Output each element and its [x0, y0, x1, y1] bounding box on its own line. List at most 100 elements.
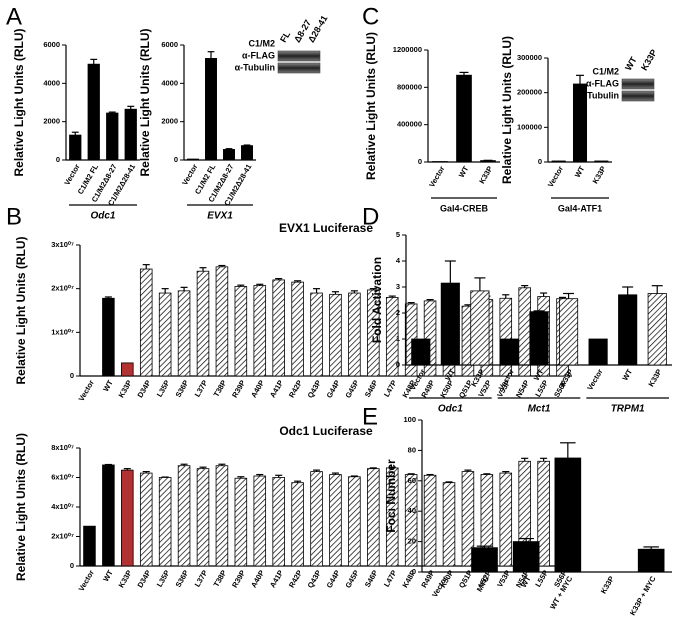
y-tick-label: 400000: [397, 120, 422, 129]
bar: [385, 467, 399, 567]
y-tick-label: 20: [408, 537, 416, 546]
x-tick-label: K33P: [591, 164, 608, 185]
bar: [456, 74, 472, 163]
group-label: Gal4-ATF1: [558, 203, 602, 213]
x-tick-label: Vector: [77, 568, 96, 592]
bar: [551, 160, 566, 163]
y-tick-label: 0: [538, 157, 542, 166]
bar: [480, 160, 496, 163]
bar: [588, 338, 608, 366]
bar: [121, 469, 134, 567]
blot-lane: FL: [278, 29, 292, 44]
bar: [499, 338, 520, 366]
bar: [102, 297, 115, 377]
blot-row-label: α-Tubulin: [579, 90, 619, 100]
blot-row-label: α-FLAG: [242, 50, 275, 60]
x-tick-label: G45P: [343, 568, 360, 589]
y-tick-label: 0: [418, 157, 422, 166]
y-tick-label: 2x10⁰⁷: [51, 284, 74, 293]
y-tick-label: 2: [396, 308, 400, 317]
y-tick-label: 4000: [161, 78, 178, 87]
y-axis-label: Fold Activation: [370, 257, 384, 343]
x-tick-label: R49P: [419, 378, 436, 399]
x-tick-label: D34P: [136, 568, 153, 589]
y-tick-label: 2000: [43, 117, 60, 126]
x-tick-label: G44P: [325, 378, 342, 399]
x-tick-label: L37P: [193, 378, 210, 398]
x-tick-label: L47P: [382, 378, 399, 398]
x-tick-label: L47P: [382, 568, 399, 588]
blot-lane: K33P: [639, 48, 659, 72]
y-tick-label: 0: [174, 155, 178, 164]
y-tick-label: 0: [70, 561, 74, 570]
x-tick-label: K33P: [646, 367, 663, 388]
y-tick-label: 4: [396, 256, 401, 265]
x-tick-label: T38P: [212, 378, 229, 398]
y-axis-label: Relative Light Units (RLU): [12, 28, 26, 176]
y-tick-label: 6000: [161, 40, 178, 49]
y-tick-label: 2000: [161, 117, 178, 126]
y-tick-label: 6000: [43, 40, 60, 49]
chart-title: EVX1 Luciferase: [279, 221, 373, 235]
x-tick-label: T38P: [212, 568, 229, 588]
bar: [215, 266, 229, 377]
y-tick-label: 100000: [517, 122, 542, 131]
bar: [348, 476, 361, 567]
x-tick-label: Q43P: [306, 568, 323, 589]
x-tick-label: K33P: [117, 378, 134, 399]
x-tick-label: R42P: [287, 568, 304, 589]
x-tick-label: Vector: [585, 367, 604, 391]
blot-band: [621, 90, 655, 102]
y-tick-label: 0: [412, 567, 416, 576]
x-tick-label: WT: [101, 568, 115, 583]
x-tick-label: A40P: [249, 568, 266, 589]
bar: [196, 270, 210, 377]
panel-label: B: [6, 203, 22, 230]
y-tick-label: 8x10⁰⁷: [51, 443, 74, 452]
x-tick-label: D34P: [136, 378, 153, 399]
blot-row-label: α-FLAG: [586, 78, 619, 88]
blot-header: C1/M2: [248, 38, 275, 48]
y-tick-label: 2x10⁰⁷: [51, 531, 74, 540]
bar: [329, 293, 342, 377]
bar: [106, 112, 119, 161]
bar: [158, 292, 172, 377]
bar: [512, 541, 540, 573]
bar: [367, 468, 380, 567]
x-tick-label: K33P: [117, 568, 134, 589]
bar: [572, 83, 588, 163]
bar: [223, 149, 235, 161]
bar: [139, 472, 153, 567]
x-tick-label: K33P: [477, 164, 494, 185]
x-tick-label: A41P: [268, 568, 285, 589]
y-axis-label: Relative Light Units (RLU): [14, 433, 28, 581]
y-tick-label: 100: [403, 415, 416, 424]
y-tick-label: 60: [408, 476, 416, 485]
bar: [205, 58, 217, 161]
x-tick-label: R39P: [230, 378, 247, 399]
y-tick-label: 300000: [517, 53, 542, 62]
blot-header: C1/M2: [592, 66, 619, 76]
group-label: TRPM1: [611, 404, 645, 415]
bar: [618, 294, 638, 366]
x-tick-label: L37P: [193, 568, 210, 588]
bar: [499, 472, 513, 567]
x-tick-label: Vector: [546, 164, 565, 188]
bar: [158, 477, 172, 567]
x-tick-label: R39P: [230, 568, 247, 589]
x-tick-label: A41P: [268, 378, 285, 399]
y-tick-label: 1200000: [393, 45, 422, 54]
y-tick-label: 4000: [43, 78, 60, 87]
bar: [241, 145, 253, 161]
x-tick-label: K33P + MYC: [628, 574, 658, 617]
bar: [442, 482, 456, 567]
bar: [310, 292, 323, 377]
x-tick-label: L35P: [155, 378, 172, 398]
bar: [404, 474, 418, 567]
group-label: Mct1: [528, 404, 551, 415]
bar: [291, 281, 304, 377]
x-tick-label: WT: [620, 367, 634, 382]
bar: [272, 477, 285, 567]
bar: [411, 338, 431, 366]
